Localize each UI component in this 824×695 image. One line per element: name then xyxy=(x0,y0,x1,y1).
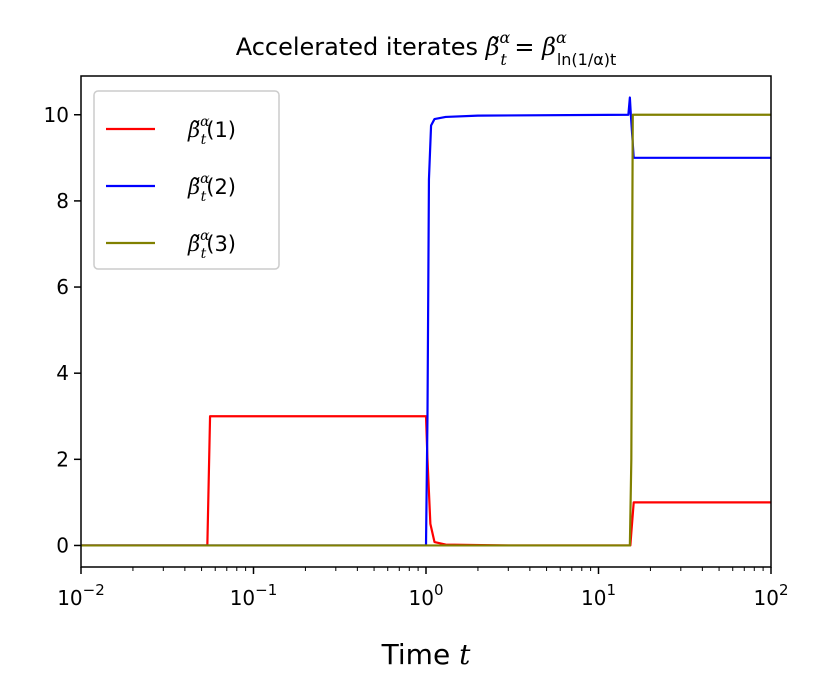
axis-ticks: 10−2 10−1 100 101 102 0 2 4 6 8 10 xyxy=(44,103,789,610)
y-tick-label: 2 xyxy=(56,447,69,471)
legend-label-2: β̃α t(2) xyxy=(187,171,236,205)
y-tick-label: 6 xyxy=(56,275,69,299)
x-tick-label: 101 xyxy=(581,581,616,610)
y-tick-label: 8 xyxy=(56,189,69,213)
x-tick-label: 100 xyxy=(409,581,444,610)
series-layer xyxy=(81,96,771,547)
legend: β̃α t(1) β̃α t(2) β̃α t(3) xyxy=(93,90,280,270)
x-tick-label: 10−1 xyxy=(230,581,278,610)
series-line-1 xyxy=(81,415,771,547)
chart-title: Accelerated iterates β̃α t = βα ln(1/α)t xyxy=(236,28,617,69)
legend-frame xyxy=(93,90,280,270)
y-tick-label: 0 xyxy=(56,533,69,557)
y-tick-label: 4 xyxy=(56,361,69,385)
y-tick-label: 10 xyxy=(44,103,69,127)
legend-label-1: β̃α t(1) xyxy=(187,114,236,148)
x-tick-label: 10−2 xyxy=(57,581,105,610)
x-tick-label: 102 xyxy=(754,581,789,610)
series-line-3 xyxy=(81,113,771,547)
legend-label-3: β̃α t(3) xyxy=(187,228,236,262)
x-axis-label: Time t xyxy=(381,638,471,671)
